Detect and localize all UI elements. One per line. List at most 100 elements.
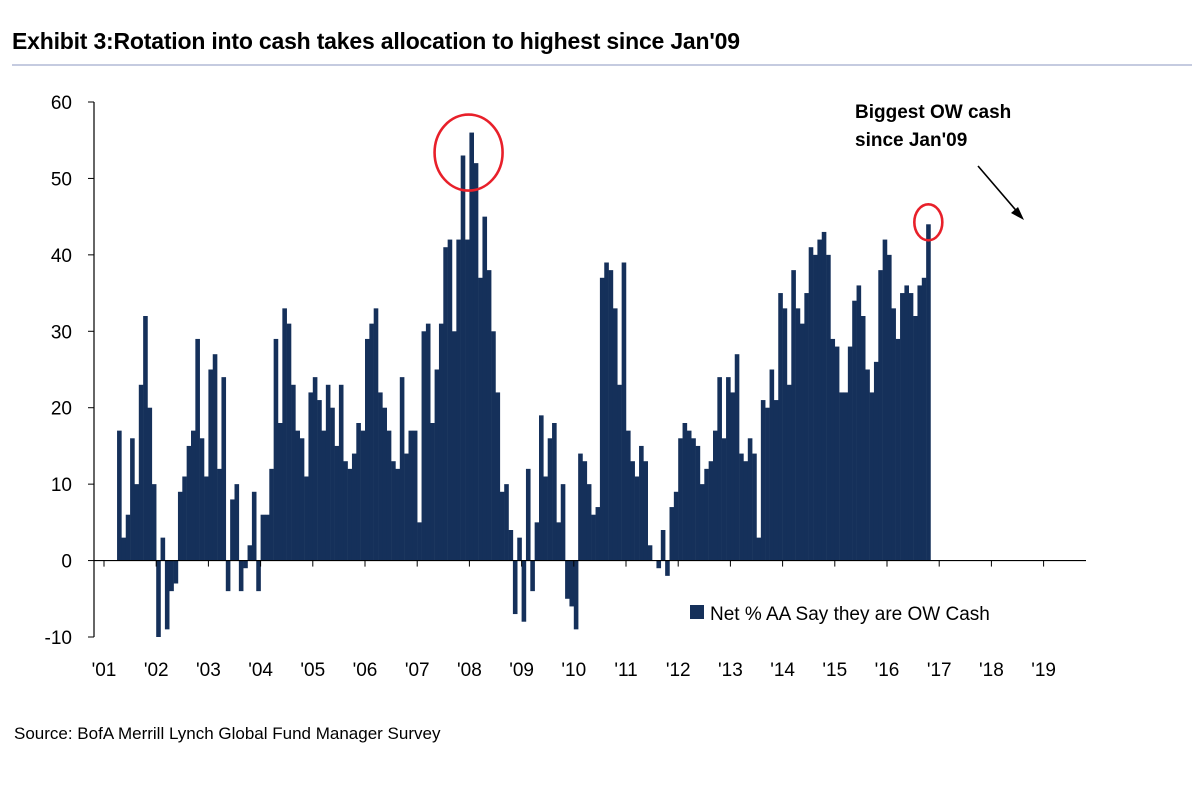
bar — [773, 400, 779, 561]
bar — [630, 461, 635, 561]
bar — [482, 216, 488, 561]
bar — [739, 453, 744, 561]
chart-title: Exhibit 3:Rotation into cash takes alloc… — [12, 28, 740, 54]
bar — [151, 484, 157, 561]
bar — [669, 507, 675, 561]
bar — [556, 522, 561, 561]
bar — [117, 430, 122, 561]
bar — [895, 338, 901, 561]
bar — [847, 346, 853, 561]
bar — [304, 476, 309, 561]
bar — [238, 560, 244, 592]
bar — [887, 254, 892, 561]
y-tick-label: -10 — [45, 628, 72, 649]
bar — [591, 514, 596, 561]
x-tick-label: '12 — [666, 660, 691, 681]
bar — [704, 468, 709, 561]
bar — [438, 323, 444, 561]
bar — [412, 430, 418, 561]
bar — [560, 484, 566, 561]
bar — [760, 400, 766, 561]
bar — [199, 438, 205, 561]
bar — [778, 293, 783, 561]
bar — [617, 384, 622, 561]
bar — [452, 331, 457, 561]
bar — [504, 484, 509, 561]
bar — [721, 438, 727, 561]
bar — [508, 530, 514, 561]
bar — [334, 445, 340, 561]
bar — [891, 308, 896, 561]
bar — [795, 308, 801, 561]
x-tick-label: '14 — [770, 660, 795, 681]
bar — [660, 530, 666, 561]
bar — [808, 247, 814, 561]
y-tick-label: 30 — [51, 322, 72, 343]
bar — [852, 300, 857, 561]
bar — [308, 392, 314, 561]
bar — [578, 453, 583, 561]
bar — [143, 316, 148, 561]
bar — [565, 560, 570, 599]
bar — [917, 285, 923, 561]
bar — [621, 262, 627, 561]
bar — [491, 331, 496, 561]
bar — [730, 392, 735, 561]
legend-swatch — [690, 605, 704, 619]
bar — [208, 369, 213, 561]
bar — [365, 338, 370, 561]
bar — [299, 438, 305, 561]
x-tick-label: '13 — [718, 660, 743, 681]
bar — [182, 476, 187, 561]
bar — [552, 423, 557, 561]
bar — [878, 270, 883, 561]
bar — [260, 514, 266, 561]
bar — [904, 285, 909, 561]
bar — [860, 316, 866, 561]
bar — [678, 438, 683, 561]
bar — [269, 468, 274, 561]
axes — [93, 102, 1086, 637]
bar — [539, 415, 544, 561]
bar — [230, 499, 235, 561]
bar — [913, 316, 918, 561]
bar — [608, 270, 614, 561]
bar — [382, 407, 387, 561]
bar — [830, 338, 836, 561]
bar — [386, 430, 392, 561]
bar — [800, 323, 805, 561]
bar — [547, 438, 553, 561]
bar — [765, 407, 770, 561]
bar — [217, 468, 222, 561]
bar — [782, 308, 788, 561]
highlights — [433, 113, 944, 242]
bar — [221, 377, 227, 561]
x-tick-label: '17 — [927, 660, 952, 681]
bar — [443, 247, 448, 561]
x-tick-label: '16 — [875, 660, 900, 681]
source-note: Source: BofA Merrill Lynch Global Fund M… — [14, 724, 441, 743]
x-tick-label: '05 — [300, 660, 325, 681]
bar — [817, 239, 822, 561]
bar — [543, 476, 548, 561]
bar — [512, 560, 518, 615]
bar — [826, 254, 831, 561]
annotation-line-2: since Jan'09 — [855, 130, 967, 151]
bar — [691, 438, 696, 561]
bar — [686, 430, 692, 561]
legend-label: Net % AA Say they are OW Cash — [710, 604, 990, 625]
bar — [434, 369, 440, 561]
bar — [212, 354, 218, 561]
peak-2008-circle — [433, 113, 504, 192]
bar — [147, 407, 153, 561]
bar — [399, 377, 405, 561]
bar — [125, 514, 131, 561]
bar — [330, 407, 335, 561]
bar — [643, 461, 648, 561]
bar — [378, 392, 383, 561]
bar — [569, 560, 575, 607]
bar — [338, 384, 344, 561]
bar — [343, 461, 348, 561]
bar — [921, 277, 927, 561]
